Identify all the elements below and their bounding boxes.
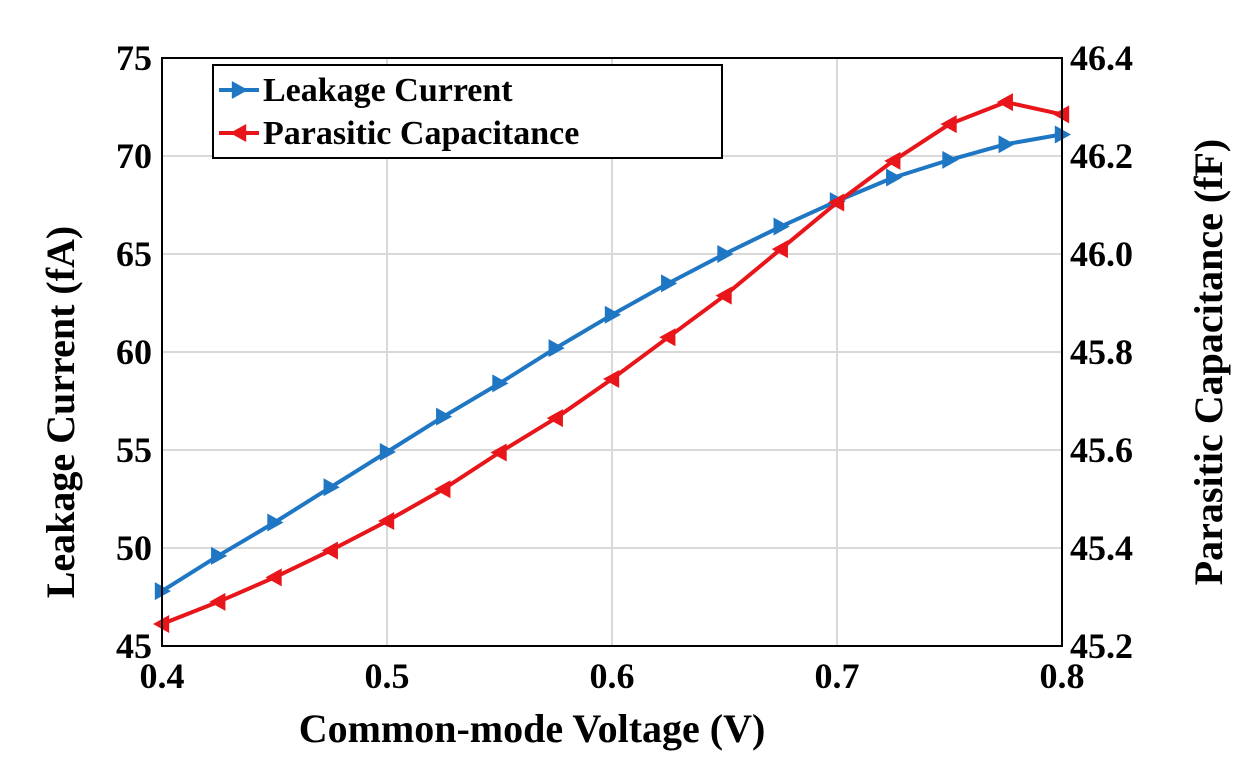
y2-tick-label-0: 45.2 xyxy=(1070,626,1133,666)
series-1-point-8 xyxy=(603,369,620,388)
series-0-point-5 xyxy=(436,407,453,426)
series-0-point-1 xyxy=(211,546,228,565)
y2-tick-label-6: 46.4 xyxy=(1070,38,1133,78)
y2-tick-label-3: 45.8 xyxy=(1070,332,1133,372)
x-tick-label-2: 0.6 xyxy=(590,656,635,696)
y2-axis-title: Parasitic Capacitance (fF) xyxy=(1186,139,1231,586)
series-1-point-5 xyxy=(434,480,451,499)
x-tick-label-1: 0.5 xyxy=(365,656,410,696)
legend-label-1: Parasitic Capacitance xyxy=(263,115,579,152)
y2-tick-label-2: 45.6 xyxy=(1070,430,1133,470)
y2-tick-label-1: 45.4 xyxy=(1070,528,1133,568)
series-1-point-3 xyxy=(321,541,338,560)
series-1-point-10 xyxy=(715,286,732,305)
y-tick-label-6: 75 xyxy=(116,38,152,78)
series-0-point-7 xyxy=(548,339,565,358)
tick-labels: 0.4 0.5 0.6 0.7 0.8 45 50 55 60 65 70 75 45.2 45.4 45.… xyxy=(116,38,1133,696)
series-0-point-15 xyxy=(998,135,1015,154)
x-tick-label-0: 0.4 xyxy=(140,656,185,696)
series-1-point-13 xyxy=(884,151,901,170)
x-axis-title: Common-mode Voltage (V) xyxy=(299,706,766,751)
y-tick-label-1: 50 xyxy=(116,528,152,568)
series-0-point-3 xyxy=(323,478,340,497)
y2-tick-label-4: 46.0 xyxy=(1070,234,1133,274)
series-0-point-9 xyxy=(661,274,678,293)
series-0-point-11 xyxy=(773,217,790,236)
series-1-point-14 xyxy=(940,115,957,134)
series-layer xyxy=(153,93,1071,633)
series-1-point-12 xyxy=(828,193,845,212)
legend-box xyxy=(212,64,723,159)
series-1-point-15 xyxy=(996,93,1013,112)
legend-marker-1 xyxy=(230,124,247,142)
y2-tick-label-5: 46.2 xyxy=(1070,136,1133,176)
series-1-point-7 xyxy=(546,409,563,428)
y-tick-label-4: 65 xyxy=(116,234,152,274)
y-tick-label-0: 45 xyxy=(116,626,152,666)
plot-frame xyxy=(161,57,1063,647)
series-1-point-2 xyxy=(265,568,282,587)
series-0-point-4 xyxy=(379,442,396,461)
legend-label-0: Leakage Current xyxy=(263,72,513,109)
series-0-point-2 xyxy=(267,513,284,532)
series-1-point-9 xyxy=(659,328,676,347)
legend-marker-0 xyxy=(231,81,248,99)
x-tick-label-3: 0.7 xyxy=(815,656,860,696)
legend: Leakage Current Parasitic Capacitance xyxy=(212,64,723,159)
series-1-point-1 xyxy=(209,592,226,611)
y-tick-label-3: 60 xyxy=(116,332,152,372)
series-0-point-13 xyxy=(886,168,903,187)
series-1 xyxy=(153,93,1070,633)
series-0 xyxy=(154,125,1071,601)
x-tick-label-4: 0.8 xyxy=(1040,656,1085,696)
series-0-point-8 xyxy=(604,305,621,324)
series-0-point-14 xyxy=(942,150,959,169)
series-0-point-6 xyxy=(492,374,509,393)
y-axis-title: Leakage Current (fA) xyxy=(38,226,83,599)
series-0-point-10 xyxy=(717,245,734,263)
series-1-point-4 xyxy=(378,512,395,531)
y-tick-label-5: 70 xyxy=(116,136,152,176)
series-1-point-11 xyxy=(771,240,788,259)
series-1-point-6 xyxy=(490,443,507,462)
y-tick-label-2: 55 xyxy=(116,430,152,470)
